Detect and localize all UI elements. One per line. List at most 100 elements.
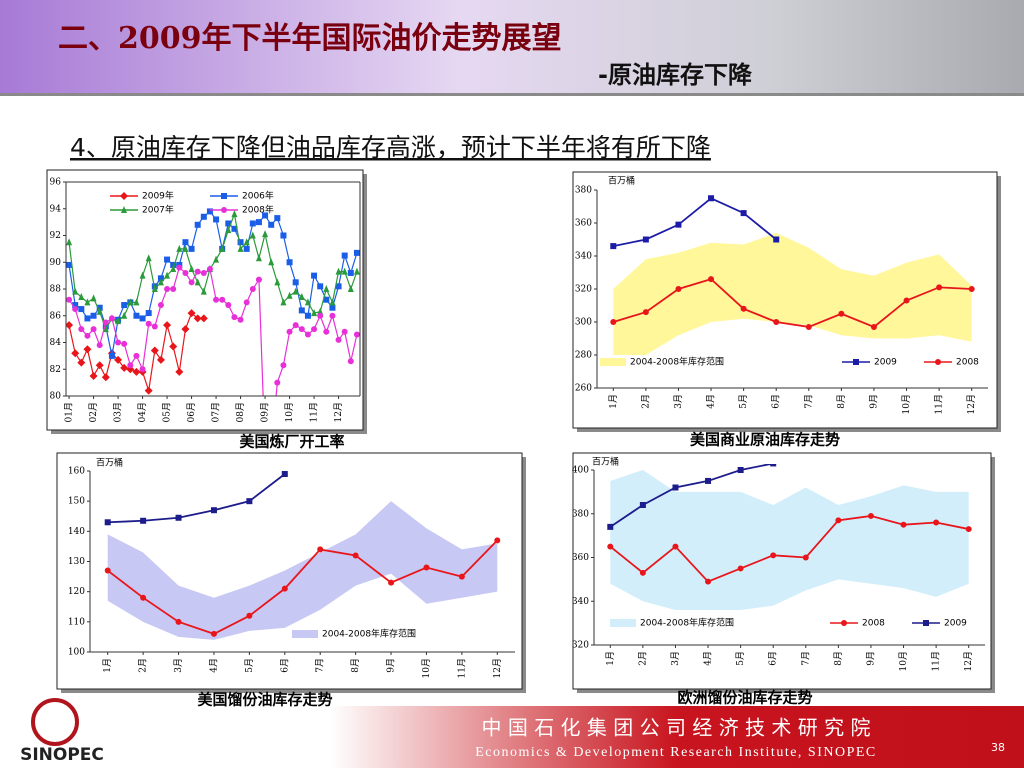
y-tick-label: 130	[68, 557, 85, 567]
legend-label: 2006年	[242, 190, 274, 202]
marker	[255, 276, 262, 283]
marker	[298, 307, 305, 314]
marker	[304, 298, 311, 306]
marker	[311, 326, 318, 333]
marker	[181, 325, 190, 334]
marker	[607, 543, 614, 550]
header-band	[0, 0, 1024, 93]
marker	[164, 286, 171, 292]
marker	[933, 519, 940, 526]
x-tick-label: 6月	[771, 394, 782, 409]
marker	[770, 464, 777, 467]
marker	[96, 307, 103, 315]
marker	[225, 220, 232, 227]
series-line	[107, 539, 498, 635]
series-line	[609, 464, 774, 528]
marker	[237, 239, 244, 246]
marker	[210, 630, 217, 637]
x-tick-label: 12月	[966, 394, 977, 414]
x-tick-label: 10月	[901, 394, 912, 414]
x-tick-label: 09月	[260, 402, 271, 422]
x-tick-label: 2月	[637, 651, 648, 666]
logo-text: SINOPEC	[20, 745, 104, 765]
x-tick-label: 7月	[800, 651, 811, 666]
marker	[317, 312, 324, 319]
marker	[903, 297, 910, 304]
logo: SINOPEC	[20, 698, 104, 765]
marker	[156, 355, 165, 364]
plot	[607, 464, 972, 610]
marker	[150, 346, 159, 355]
marker	[101, 373, 110, 382]
x-tick-label: 4月	[703, 651, 714, 666]
marker	[182, 269, 189, 276]
title: 二、2009年下半年国际油价走势展望	[58, 21, 562, 56]
marker	[133, 312, 140, 319]
x-tick-label: 2月	[640, 394, 651, 409]
marker	[144, 386, 153, 395]
marker	[66, 238, 73, 246]
marker	[170, 286, 177, 292]
x-tick-label: 4月	[706, 394, 717, 409]
marker	[188, 279, 195, 286]
marker	[221, 207, 227, 213]
marker	[286, 328, 293, 335]
marker	[78, 326, 85, 333]
x-tick-label: 12月	[333, 402, 344, 422]
marker	[78, 306, 85, 313]
x-tick-label: 6月	[768, 651, 779, 666]
marker	[108, 352, 115, 359]
marker	[335, 267, 342, 275]
marker	[139, 271, 146, 279]
x-tick-label: 1月	[608, 394, 619, 409]
marker	[90, 312, 97, 319]
marker	[102, 319, 109, 326]
marker	[182, 239, 189, 246]
marker	[95, 361, 104, 370]
marker	[200, 213, 207, 220]
marker	[347, 358, 354, 365]
marker	[329, 304, 336, 311]
marker	[249, 286, 256, 292]
marker	[610, 243, 617, 250]
marker	[867, 512, 874, 519]
legend-label: 2007年	[142, 204, 174, 216]
y-tick-label: 94	[50, 204, 62, 214]
marker	[157, 275, 164, 282]
marker	[96, 304, 103, 311]
marker	[213, 296, 220, 303]
marker	[323, 296, 330, 303]
x-tick-label: 12月	[492, 658, 503, 678]
marker	[323, 285, 330, 292]
x-tick-label: 11月	[456, 658, 467, 678]
y-tick-label: 140	[68, 527, 85, 537]
x-tick-label: 5月	[738, 394, 749, 409]
x-tick-label: 8月	[836, 394, 847, 409]
marker	[121, 206, 127, 213]
marker	[213, 255, 220, 263]
marker	[182, 244, 189, 252]
legend-label: 2004-2008年库存范围	[630, 356, 724, 368]
marker	[286, 259, 293, 266]
marker	[280, 298, 287, 306]
marker	[281, 585, 288, 592]
x-tick-label: 1月	[605, 651, 616, 666]
marker	[96, 342, 103, 349]
marker	[164, 271, 171, 279]
marker	[219, 244, 226, 252]
x-tick-label: 8月	[833, 651, 844, 666]
marker	[298, 326, 305, 333]
marker	[329, 312, 336, 319]
marker	[255, 254, 262, 262]
marker	[268, 258, 275, 266]
chart-title: 美国炼厂开工率	[239, 433, 344, 451]
y-tick-label: 380	[572, 509, 589, 519]
marker	[151, 323, 158, 330]
marker	[140, 517, 147, 524]
marker	[84, 332, 91, 339]
marker	[120, 363, 129, 372]
marker	[145, 254, 152, 262]
marker	[231, 225, 238, 232]
marker	[923, 620, 929, 626]
marker	[77, 358, 86, 367]
